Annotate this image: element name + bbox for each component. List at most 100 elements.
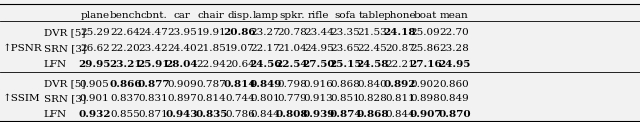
Text: 25.86: 25.86 [411, 44, 440, 53]
Text: 21.04: 21.04 [277, 44, 307, 53]
Text: 0.905: 0.905 [80, 80, 109, 89]
Text: 0.897: 0.897 [167, 94, 196, 103]
Text: 23.28: 23.28 [440, 44, 469, 53]
Text: SRN [3]: SRN [3] [44, 94, 86, 103]
Text: 0.871: 0.871 [139, 110, 168, 119]
Text: 0.913: 0.913 [304, 94, 333, 103]
Text: 0.901: 0.901 [80, 94, 109, 103]
Text: 0.814: 0.814 [196, 94, 226, 103]
Text: 20.64: 20.64 [225, 60, 255, 69]
Text: 24.58: 24.58 [356, 60, 388, 69]
Text: 22.17: 22.17 [251, 44, 280, 53]
Text: 27.16: 27.16 [409, 60, 442, 69]
Text: 0.835: 0.835 [195, 110, 227, 119]
Text: 0.855: 0.855 [111, 110, 140, 119]
Text: 24.95: 24.95 [304, 44, 333, 53]
Text: 0.811: 0.811 [385, 94, 415, 103]
Text: 24.56: 24.56 [250, 60, 282, 69]
Text: 0.874: 0.874 [330, 110, 362, 119]
Text: 23.95: 23.95 [167, 28, 196, 37]
Text: 25.91: 25.91 [138, 60, 170, 69]
Text: 22.54: 22.54 [276, 60, 308, 69]
Text: 24.40: 24.40 [167, 44, 196, 53]
Text: 0.916: 0.916 [304, 80, 333, 89]
Text: 27.50: 27.50 [303, 60, 335, 69]
Text: 23.65: 23.65 [331, 44, 360, 53]
Text: 25.09: 25.09 [411, 28, 440, 37]
Text: 0.744: 0.744 [225, 94, 255, 103]
Text: lamp: lamp [253, 11, 278, 20]
Text: 22.94: 22.94 [196, 60, 226, 69]
Text: ↑SSIM: ↑SSIM [3, 94, 41, 103]
Text: 0.943: 0.943 [166, 110, 198, 119]
Text: 26.62: 26.62 [80, 44, 109, 53]
Text: 0.939: 0.939 [303, 110, 335, 119]
Text: 23.44: 23.44 [304, 28, 333, 37]
Text: 0.907: 0.907 [410, 110, 442, 119]
Text: 25.15: 25.15 [330, 60, 362, 69]
Text: 25.29: 25.29 [80, 28, 109, 37]
Text: 0.779: 0.779 [277, 94, 307, 103]
Text: 20.86: 20.86 [224, 28, 256, 37]
Text: 0.828: 0.828 [358, 94, 387, 103]
Text: 24.47: 24.47 [139, 28, 168, 37]
Text: 0.798: 0.798 [277, 80, 307, 89]
Text: phone: phone [384, 11, 416, 20]
Text: 0.787: 0.787 [196, 80, 226, 89]
Text: 0.840: 0.840 [358, 80, 387, 89]
Text: cbnt.: cbnt. [140, 11, 167, 20]
Text: 0.851: 0.851 [331, 94, 360, 103]
Text: bench: bench [109, 11, 141, 20]
Text: 22.70: 22.70 [440, 28, 469, 37]
Text: DVR [5]: DVR [5] [44, 80, 85, 89]
Text: 29.95: 29.95 [79, 60, 111, 69]
Text: LFN: LFN [44, 110, 67, 119]
Text: 19.91: 19.91 [196, 28, 226, 37]
Text: ↑PSNR: ↑PSNR [3, 44, 43, 53]
Text: 0.808: 0.808 [276, 110, 308, 119]
Text: 0.892: 0.892 [384, 80, 416, 89]
Text: DVR [5]: DVR [5] [44, 28, 85, 37]
Text: 23.27: 23.27 [251, 28, 280, 37]
Text: 0.814: 0.814 [224, 80, 256, 89]
Text: disp.: disp. [227, 11, 253, 20]
Text: 22.64: 22.64 [111, 28, 140, 37]
Text: 0.849: 0.849 [440, 94, 469, 103]
Text: 0.902: 0.902 [411, 80, 440, 89]
Text: chair: chair [198, 11, 225, 20]
Text: sofa: sofa [335, 11, 356, 20]
Text: 22.20: 22.20 [111, 44, 140, 53]
Text: 0.866: 0.866 [109, 80, 141, 89]
Text: 20.78: 20.78 [277, 28, 307, 37]
Text: 21.53: 21.53 [358, 28, 387, 37]
Text: 28.04: 28.04 [166, 60, 198, 69]
Text: 0.870: 0.870 [438, 110, 470, 119]
Text: 0.849: 0.849 [250, 80, 282, 89]
Text: 23.21: 23.21 [109, 60, 141, 69]
Text: 23.42: 23.42 [139, 44, 168, 53]
Text: spkr.: spkr. [279, 11, 305, 20]
Text: table: table [359, 11, 386, 20]
Text: 0.898: 0.898 [411, 94, 440, 103]
Text: mean: mean [440, 11, 468, 20]
Text: 0.844: 0.844 [251, 110, 280, 119]
Text: 0.786: 0.786 [225, 110, 255, 119]
Text: LFN: LFN [44, 60, 67, 69]
Text: SRN [3]: SRN [3] [44, 44, 86, 53]
Text: 0.801: 0.801 [251, 94, 280, 103]
Text: plane: plane [80, 11, 109, 20]
Text: 0.868: 0.868 [356, 110, 388, 119]
Text: 19.07: 19.07 [225, 44, 255, 53]
Text: 0.844: 0.844 [385, 110, 415, 119]
Text: boat: boat [414, 11, 437, 20]
Text: 0.909: 0.909 [167, 80, 196, 89]
Text: 24.95: 24.95 [438, 60, 470, 69]
Text: 22.21: 22.21 [385, 60, 415, 69]
Text: 24.18: 24.18 [384, 28, 416, 37]
Text: 0.831: 0.831 [139, 94, 168, 103]
Text: 0.877: 0.877 [138, 80, 170, 89]
Text: 0.868: 0.868 [331, 80, 360, 89]
Text: 0.860: 0.860 [440, 80, 469, 89]
Text: 20.87: 20.87 [385, 44, 415, 53]
Text: car: car [173, 11, 190, 20]
